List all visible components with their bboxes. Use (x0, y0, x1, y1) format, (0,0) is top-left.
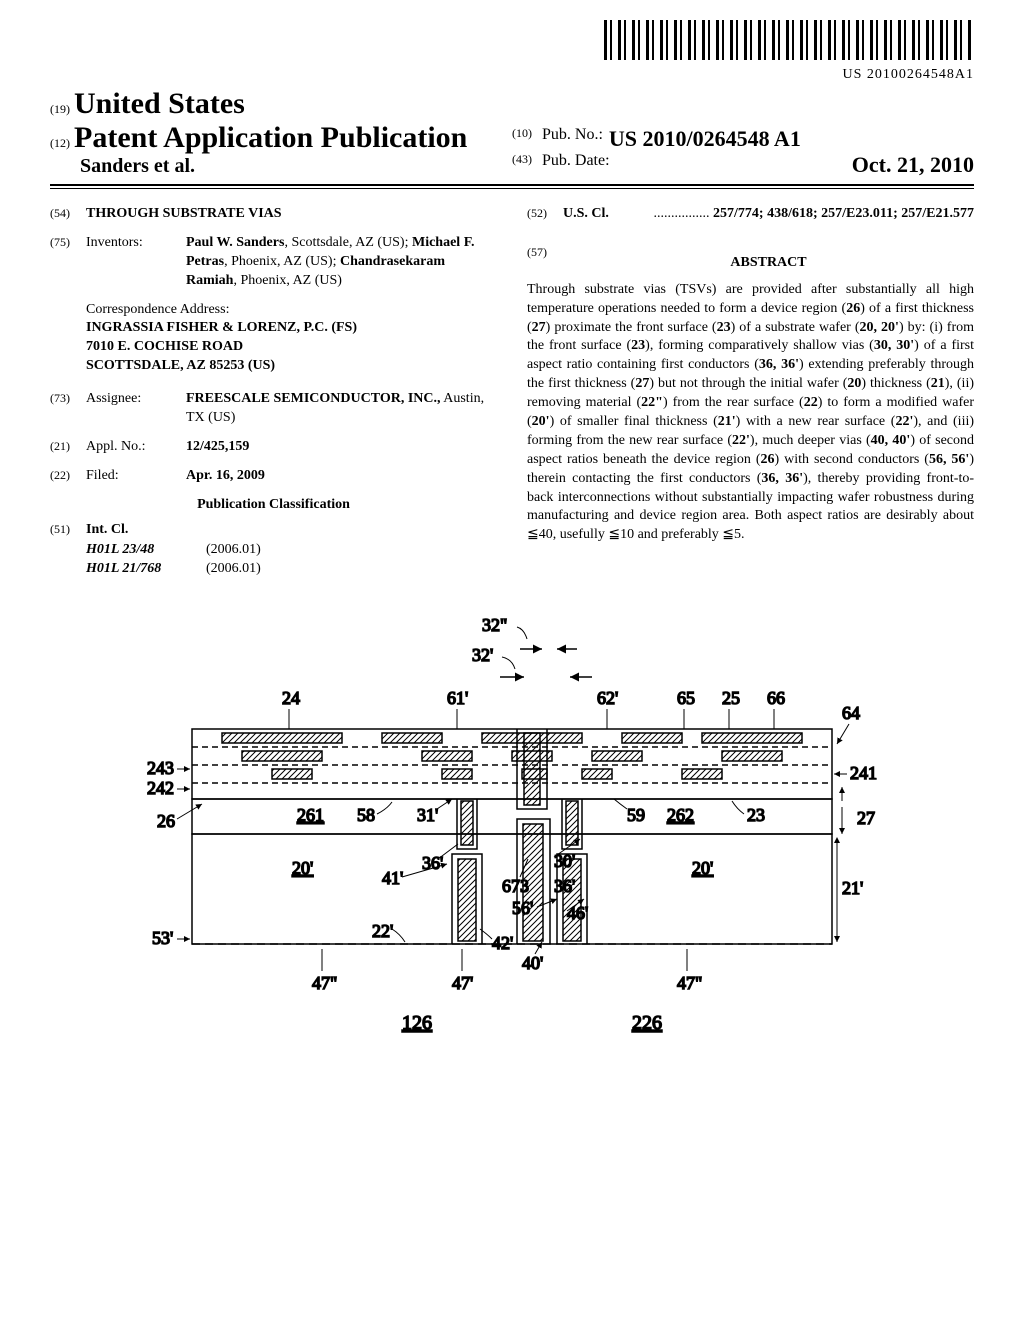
pubdate-code: (43) (512, 152, 542, 178)
assignee-label: Assignee: (86, 390, 186, 428)
inventors-value: Paul W. Sanders, Scottsdale, AZ (US); Mi… (186, 234, 497, 291)
svg-text:59: 59 (627, 805, 645, 825)
pubdate-label: Pub. Date: (542, 152, 610, 178)
patent-figure: 32" 32' 24 61' 62' 65 25 66 64 (50, 609, 974, 1049)
svg-text:61': 61' (447, 688, 468, 708)
svg-text:62': 62' (597, 688, 618, 708)
correspondence-line-3: SCOTTSDALE, AZ 85253 (US) (86, 358, 275, 373)
svg-text:261: 261 (297, 805, 324, 825)
svg-text:32': 32' (472, 645, 493, 665)
title-code: (54) (50, 205, 86, 224)
intcl-label: Int. Cl. (86, 522, 128, 537)
filed-value: Apr. 16, 2009 (186, 468, 265, 483)
svg-text:32": 32" (482, 615, 507, 635)
svg-text:20': 20' (692, 858, 713, 878)
correspondence-label: Correspondence Address: (86, 301, 497, 320)
invention-title: THROUGH SUBSTRATE VIAS (86, 206, 282, 221)
svg-text:30': 30' (554, 851, 575, 871)
svg-text:47": 47" (312, 973, 337, 993)
filed-label: Filed: (86, 467, 186, 486)
abstract-title: ABSTRACT (563, 254, 974, 273)
right-column: (52) U.S. Cl. ................ 257/774; … (527, 205, 974, 579)
svg-text:40': 40' (522, 953, 543, 973)
svg-text:241: 241 (850, 763, 877, 783)
svg-text:53': 53' (152, 928, 173, 948)
svg-text:42': 42' (492, 933, 513, 953)
svg-text:242: 242 (147, 778, 174, 798)
country-code: (19) (50, 102, 70, 116)
svg-text:27: 27 (857, 808, 875, 828)
pubno-value: US 2010/0264548 A1 (609, 126, 801, 152)
svg-text:262: 262 (667, 805, 694, 825)
svg-text:31': 31' (417, 805, 438, 825)
svg-text:36': 36' (422, 853, 443, 873)
uscl-value: 257/774; 438/618; 257/E23.011; 257/E21.5… (713, 206, 974, 221)
svg-text:126: 126 (402, 1012, 432, 1034)
inventors-code: (75) (50, 234, 86, 291)
pubdate-value: Oct. 21, 2010 (852, 152, 974, 178)
svg-text:21': 21' (842, 878, 863, 898)
svg-text:47": 47" (677, 973, 702, 993)
intcl-code: (51) (50, 521, 86, 540)
svg-text:24: 24 (282, 688, 300, 708)
authors: Sanders et al. (50, 155, 512, 178)
left-column: (54) THROUGH SUBSTRATE VIAS (75) Invento… (50, 205, 497, 579)
filed-code: (22) (50, 467, 86, 486)
intcl-item-1-code: H01L 23/48 (86, 541, 206, 560)
barcode-number: US 20100264548A1 (50, 67, 974, 83)
svg-text:226: 226 (632, 1012, 662, 1034)
svg-text:25: 25 (722, 688, 740, 708)
intcl-item-1-date: (2006.01) (206, 541, 261, 560)
applno-code: (21) (50, 438, 86, 457)
pubno-code: (10) (512, 126, 542, 152)
correspondence-line-2: 7010 E. COCHISE ROAD (86, 339, 243, 354)
publication-type: Patent Application Publication (74, 121, 467, 155)
svg-text:47': 47' (452, 973, 473, 993)
assignee-code: (73) (50, 390, 86, 428)
svg-text:36': 36' (554, 876, 575, 896)
svg-text:46': 46' (567, 903, 588, 923)
svg-text:20': 20' (292, 858, 313, 878)
uscl-label: U.S. Cl. (563, 206, 609, 221)
intcl-item-2-date: (2006.01) (206, 560, 261, 579)
applno-value: 12/425,159 (186, 439, 249, 454)
svg-text:64: 64 (842, 703, 860, 723)
svg-text:23: 23 (747, 805, 765, 825)
uscl-code: (52) (527, 205, 563, 224)
svg-text:65: 65 (677, 688, 695, 708)
pub-code: (12) (50, 136, 70, 151)
svg-text:58: 58 (357, 805, 375, 825)
svg-text:243: 243 (147, 758, 174, 778)
abstract-text: Through substrate vias (TSVs) are provid… (527, 281, 974, 545)
pubno-label: Pub. No.: (542, 126, 603, 152)
svg-text:26: 26 (157, 811, 175, 831)
svg-text:673: 673 (502, 876, 529, 896)
pubclass-title: Publication Classification (50, 496, 497, 515)
abstract-code: (57) (527, 244, 563, 281)
barcode (604, 20, 974, 60)
assignee-name: FREESCALE SEMICONDUCTOR, INC., (186, 391, 441, 406)
svg-text:66: 66 (767, 688, 785, 708)
country: United States (74, 87, 245, 120)
inventors-label: Inventors: (86, 234, 186, 291)
correspondence-line-1: INGRASSIA FISHER & LORENZ, P.C. (FS) (86, 320, 357, 335)
svg-text:41': 41' (382, 868, 403, 888)
applno-label: Appl. No.: (86, 438, 186, 457)
intcl-item-2-code: H01L 21/768 (86, 560, 206, 579)
svg-text:22': 22' (372, 921, 393, 941)
svg-text:56': 56' (512, 898, 533, 918)
